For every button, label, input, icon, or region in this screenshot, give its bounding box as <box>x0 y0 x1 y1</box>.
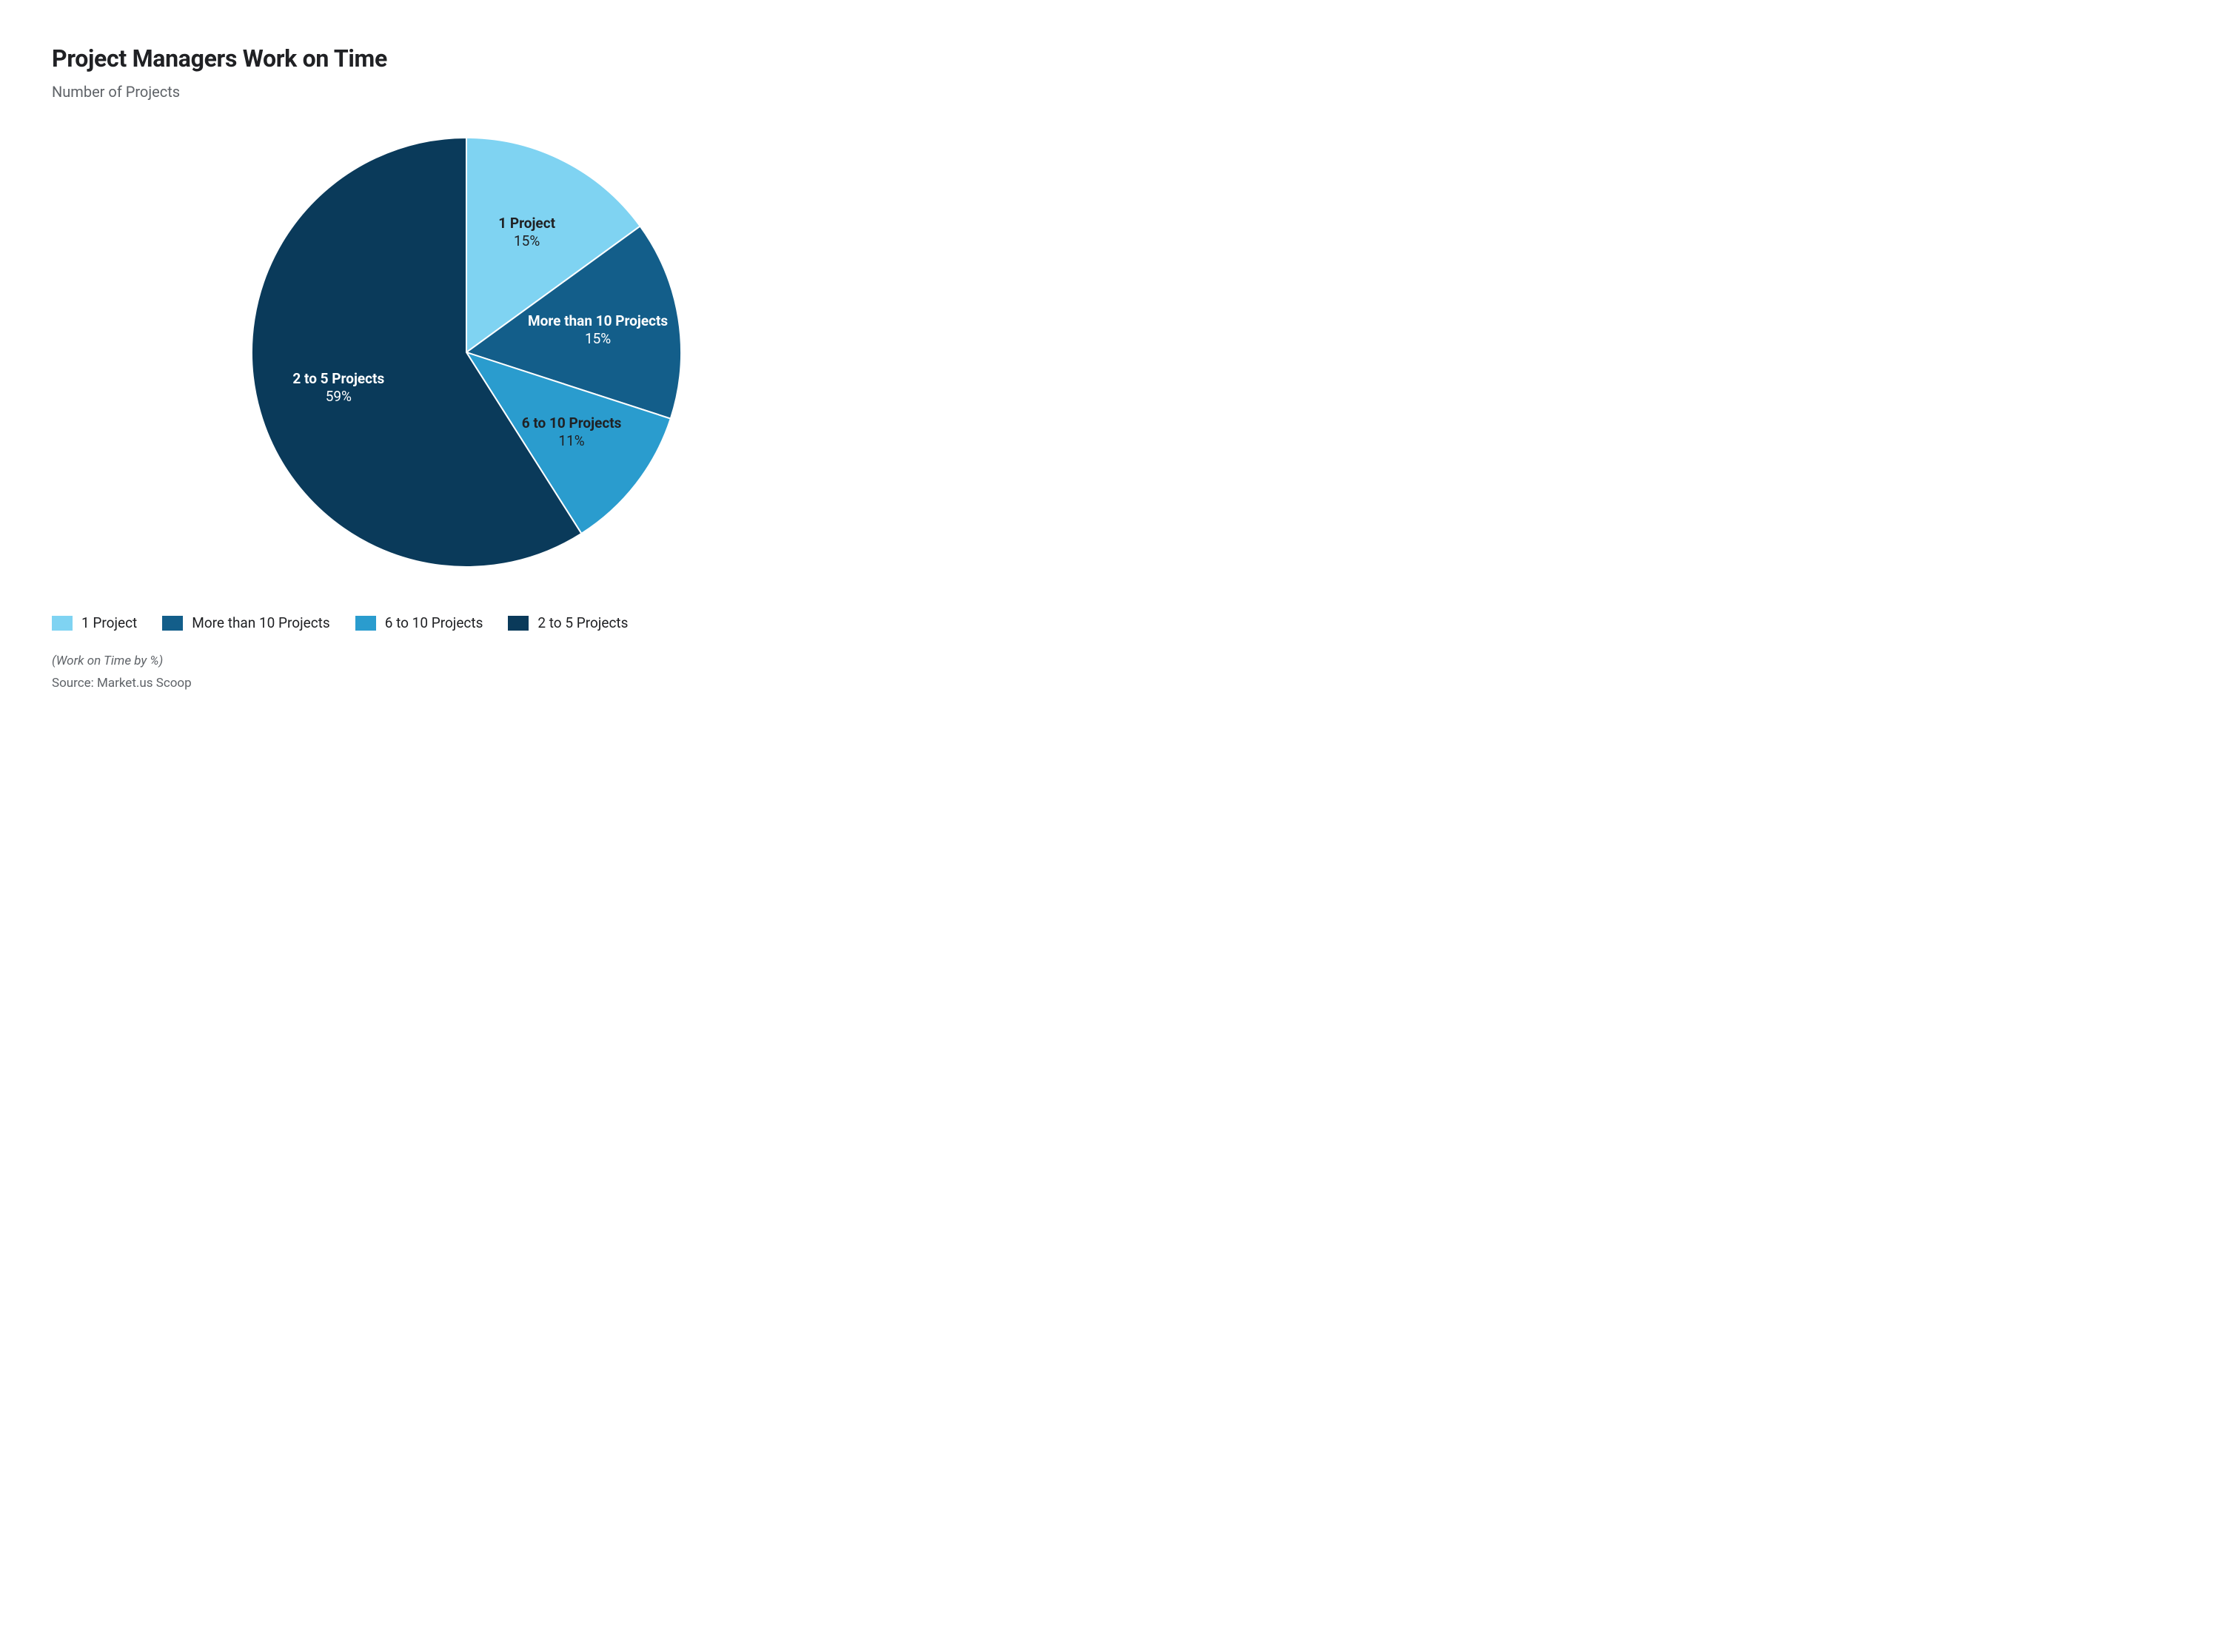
legend-item: More than 10 Projects <box>162 614 329 631</box>
legend: 1 Project More than 10 Projects 6 to 10 Pr… <box>52 614 911 631</box>
chart-subtitle: Number of Projects <box>52 83 911 101</box>
legend-item: 2 to 5 Projects <box>508 614 628 631</box>
legend-swatch <box>355 616 376 631</box>
legend-label: 2 to 5 Projects <box>537 614 628 631</box>
legend-swatch <box>52 616 73 631</box>
chart-container: Project Managers Work on Time Number of … <box>52 44 911 691</box>
legend-label: More than 10 Projects <box>192 614 329 631</box>
legend-item: 1 Project <box>52 614 137 631</box>
chart-footnote: (Work on Time by %) <box>52 654 911 668</box>
pie-chart-area: 1 Project15%More than 10 Projects15%6 to… <box>52 123 911 582</box>
legend-swatch <box>162 616 183 631</box>
pie-chart-svg: 1 Project15%More than 10 Projects15%6 to… <box>200 123 733 582</box>
legend-label: 1 Project <box>81 614 137 631</box>
legend-label: 6 to 10 Projects <box>385 614 483 631</box>
legend-swatch <box>508 616 529 631</box>
chart-source: Source: Market.us Scoop <box>52 676 911 691</box>
legend-item: 6 to 10 Projects <box>355 614 483 631</box>
chart-title: Project Managers Work on Time <box>52 44 911 73</box>
